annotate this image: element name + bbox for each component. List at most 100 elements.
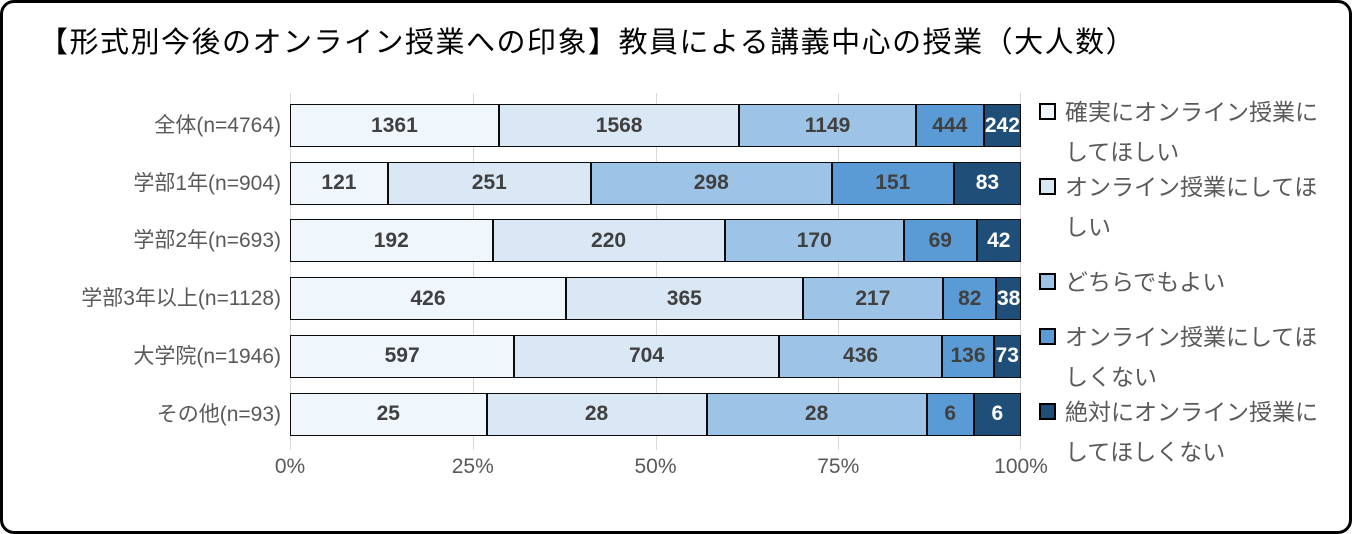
- bar-value-label: 1149: [804, 113, 851, 137]
- legend-entry: オンライン授業にしてほしい: [1039, 167, 1347, 247]
- bar-value-label: 192: [373, 228, 409, 252]
- bar-value-label: 6: [991, 402, 1004, 425]
- bar-segment: 444: [915, 104, 984, 147]
- bar-segment: 1568: [498, 104, 740, 147]
- legend-entry: どちらでもよい: [1039, 262, 1347, 302]
- bar-segment: 704: [514, 334, 779, 378]
- legend: 確実にオンライン授業にしてほしい オンライン授業にしてほしいどちらでもよいオンライ…: [1039, 95, 1347, 469]
- bar-value-label: 217: [855, 286, 891, 310]
- bar-segment: 42: [976, 219, 1021, 263]
- x-axis: 0% 25% 50% 75% 100%: [3, 455, 1349, 489]
- bar-segment: 28: [706, 392, 927, 436]
- bar-row: 597 704 436 136 73: [290, 334, 1021, 378]
- bar-row: 426 365 217 82 38: [290, 277, 1021, 321]
- gridline: [472, 93, 474, 450]
- bar-value-label: 220: [591, 228, 627, 252]
- bar-row: 1361 1568 1149 444 242: [290, 104, 1021, 147]
- x-axis-tick-label: 25%: [451, 455, 494, 478]
- bar-value-label: 298: [693, 171, 729, 195]
- bar-value-label: 170: [796, 228, 832, 252]
- bar-segment: 121: [290, 161, 388, 205]
- bar-value-label: 82: [958, 286, 982, 310]
- legend-swatch-icon: [1039, 103, 1056, 121]
- bar-value-label: 1568: [595, 113, 643, 137]
- bar-segment: 597: [290, 334, 515, 378]
- gridline: [655, 93, 657, 450]
- bar-segment: 151: [831, 161, 954, 205]
- bar-value-label: 242: [984, 113, 1020, 137]
- x-axis-tick-label: 50%: [634, 455, 677, 478]
- x-axis-tick-label: 100%: [994, 455, 1048, 478]
- category-label: 全体(n=4764): [154, 114, 281, 137]
- bar-value-label: 121: [321, 171, 357, 195]
- chart-title: 【形式別今後のオンライン授業への印象】教員による講義中心の授業（大人数）: [39, 27, 1137, 59]
- bar-segment: 28: [486, 392, 707, 436]
- legend-entry: 確実にオンライン授業にしてほしい: [1039, 92, 1347, 172]
- bar-value-label: 73: [995, 344, 1019, 368]
- gridline: [290, 93, 291, 450]
- bar-row: 121 251 298 151 83: [290, 161, 1021, 205]
- bar-segment: 170: [724, 219, 904, 263]
- gridline: [838, 93, 840, 450]
- bar-segment: 69: [903, 219, 977, 263]
- bar-segment: 365: [566, 277, 803, 321]
- bar-value-label: 136: [950, 344, 986, 368]
- legend-label: どちらでもよい: [1065, 268, 1226, 295]
- bar-value-label: 38: [996, 286, 1021, 310]
- bar-segment: 82: [943, 277, 997, 321]
- bar-value-label: 365: [666, 286, 702, 310]
- legend-entry: 絶対にオンライン授業にしてほしくない: [1039, 392, 1347, 472]
- bar-value-label: 83: [975, 171, 1000, 195]
- bar-segment: 73: [993, 334, 1021, 378]
- bar-segment: 6: [926, 392, 974, 436]
- legend-item: どちらでもよい: [1039, 245, 1347, 320]
- bar-segment: 242: [983, 104, 1021, 147]
- bar-value-label: 151: [875, 171, 911, 195]
- legend-item: オンライン授業にしてほしくない: [1039, 319, 1347, 394]
- bar-value-label: 28: [804, 402, 829, 425]
- legend-item: 確実にオンライン授業にしてほしい: [1039, 95, 1347, 170]
- legend-label: オンライン授業にしてほしい: [1065, 174, 1318, 241]
- x-axis-tick-label: 0%: [274, 455, 306, 478]
- bar-value-label: 42: [987, 228, 1011, 252]
- legend-swatch-icon: [1039, 178, 1056, 196]
- bar-segment: 192: [290, 219, 493, 263]
- y-axis: 全体(n=4764) 学部1年(n=904) 学部2年(n=693) 学部3年以上(n…: [3, 93, 281, 450]
- bar-segment: 436: [778, 334, 943, 378]
- bar-row: 25 28 28 6 6: [290, 392, 1021, 436]
- gridline: [1020, 93, 1021, 450]
- bar-value-label: 1361: [371, 113, 418, 137]
- bar-segment: 83: [953, 161, 1021, 205]
- x-axis-tick-label: 75%: [817, 455, 860, 478]
- category-label: 学部1年(n=904): [133, 171, 281, 195]
- bar-row: 192 220 170 69 42: [290, 219, 1021, 263]
- bar-value-label: 6: [944, 402, 957, 425]
- category-label: その他(n=93): [156, 402, 281, 426]
- bar-value-label: 436: [843, 344, 879, 368]
- bar-value-label: 444: [932, 113, 968, 137]
- bar-value-label: 28: [584, 402, 609, 425]
- bar-segment: 217: [802, 277, 944, 321]
- bar-segment: 1149: [739, 104, 916, 147]
- bar-value-label: 69: [928, 228, 952, 252]
- category-label: 学部3年以上(n=1128): [81, 287, 281, 311]
- legend-item: オンライン授業にしてほしい: [1039, 170, 1347, 245]
- bar-segment: 136: [942, 334, 994, 378]
- bar-segment: 38: [996, 277, 1021, 321]
- bar-segment: 298: [590, 161, 832, 205]
- legend-label: 確実にオンライン授業にしてほしい: [1065, 99, 1318, 166]
- bar-segment: 426: [290, 277, 567, 321]
- category-label: 学部2年(n=693): [133, 229, 281, 253]
- bar-value-label: 25: [376, 402, 400, 425]
- bar-segment: 251: [387, 161, 591, 205]
- legend-swatch-icon: [1039, 272, 1056, 290]
- legend-entry: オンライン授業にしてほしくない: [1039, 317, 1347, 397]
- bar-value-label: 597: [384, 344, 420, 368]
- category-label: 大学院(n=1946): [133, 344, 281, 368]
- bar-value-label: 704: [628, 344, 664, 368]
- plot-area: 1361 1568 1149 444 242 121 251 298 151 83 192 220 17…: [290, 93, 1021, 450]
- bar-segment: 1361: [290, 104, 499, 147]
- bar-segment: 6: [973, 392, 1021, 436]
- legend-label: 絶対にオンライン授業にしてほしくない: [1065, 398, 1318, 465]
